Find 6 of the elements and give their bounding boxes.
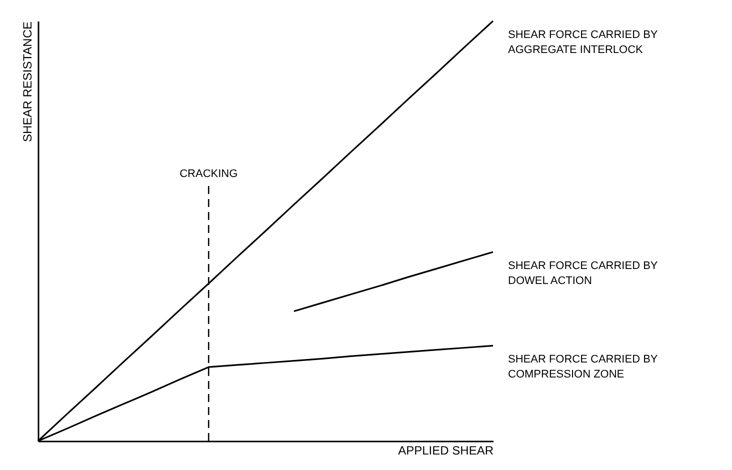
series-label: SHEAR FORCE CARRIED BY AGGREGATE INTERLOCK [508, 29, 658, 56]
annotation: CRACKING [180, 168, 238, 180]
y-axis-title: SHEAR RESISTANCE [20, 22, 34, 142]
series-label: SHEAR FORCE CARRIED BY DOWEL ACTION [508, 260, 658, 287]
series-label: SHEAR FORCE CARRIED BY COMPRESSION ZONE [508, 354, 658, 381]
x-axis-title: APPLIED SHEAR [398, 444, 494, 458]
